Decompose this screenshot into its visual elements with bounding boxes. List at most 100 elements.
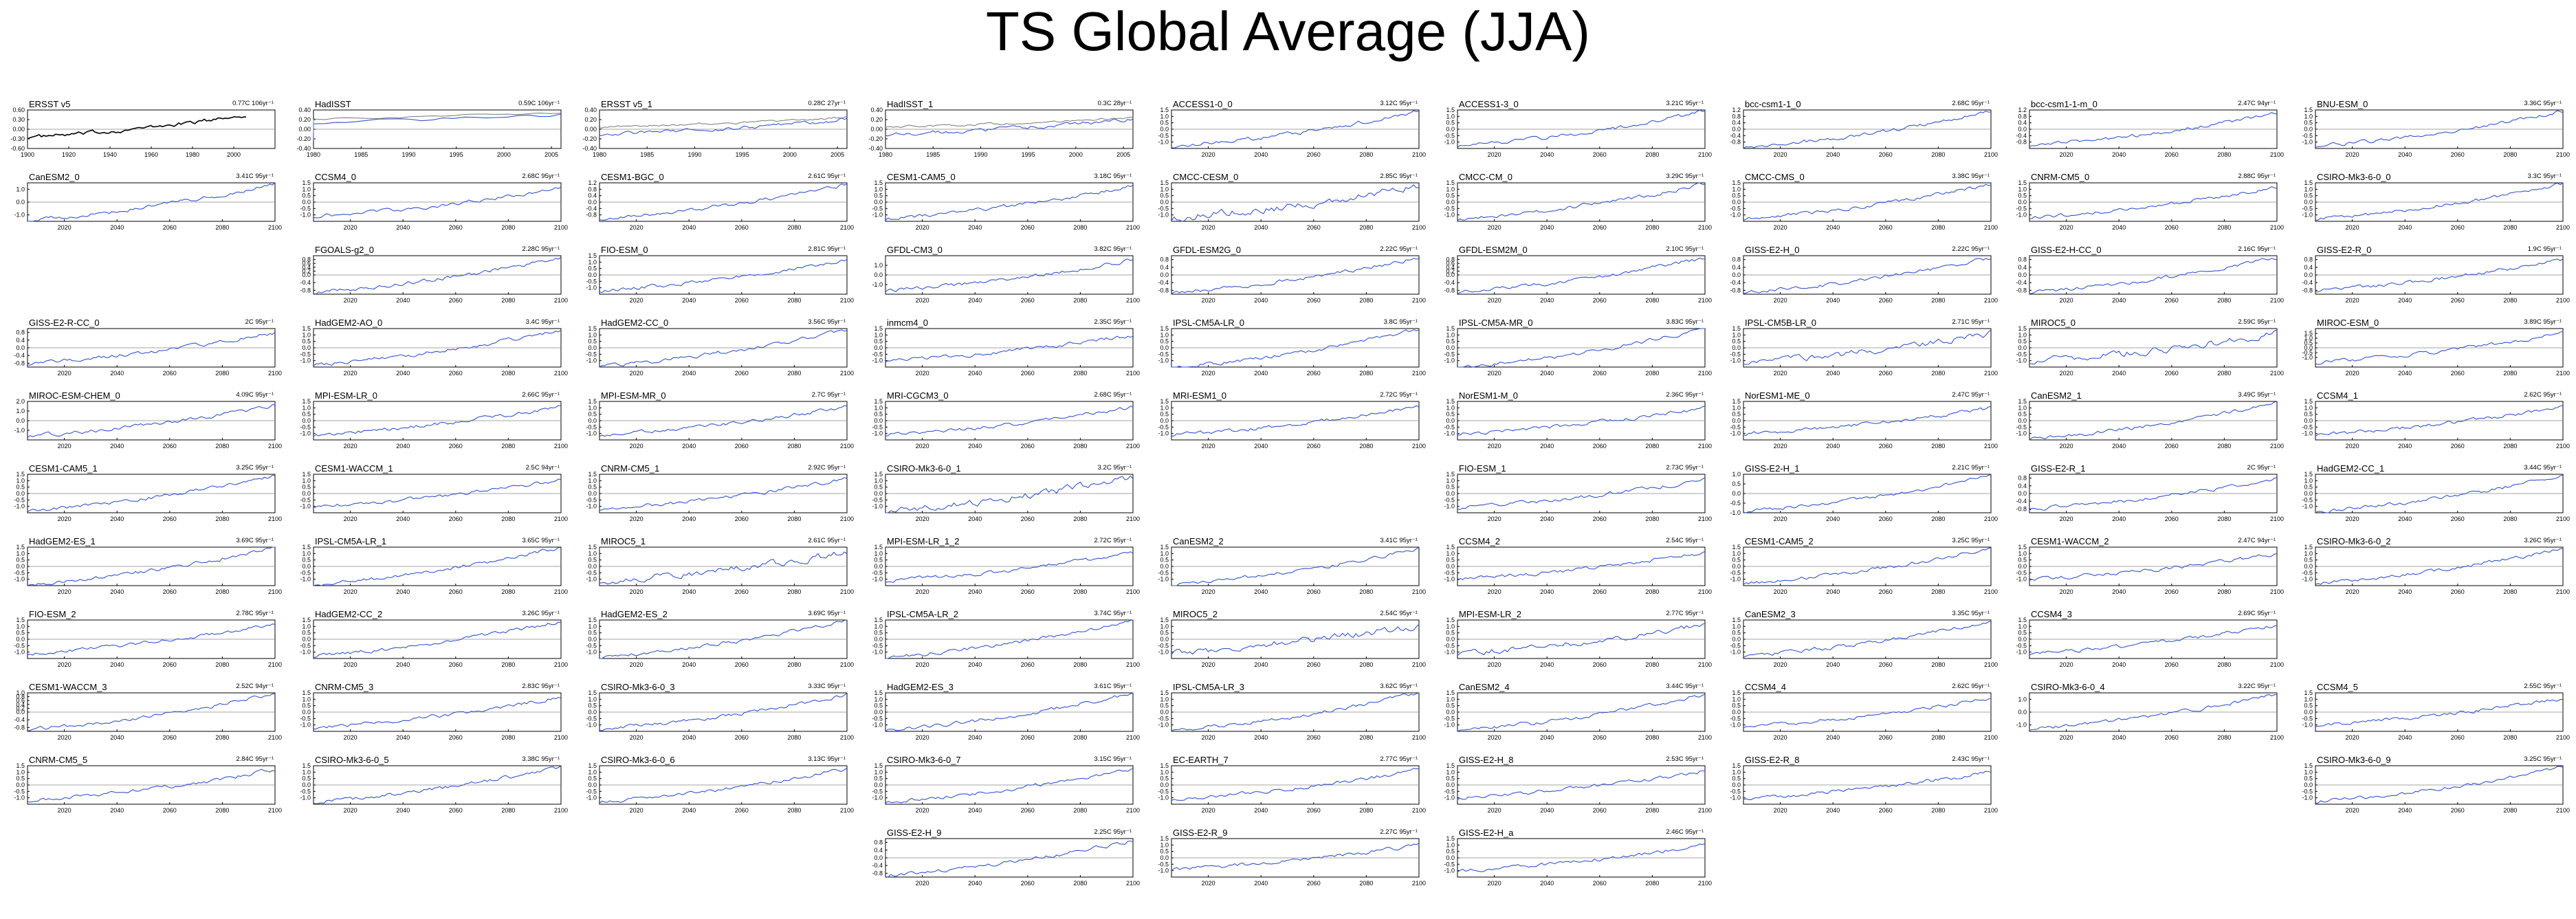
y-tick-label: -0.5 (2302, 715, 2313, 722)
x-tick-label: 2080 (215, 443, 229, 450)
x-tick-label: 2060 (449, 516, 463, 522)
y-tick-label: 0.0 (1446, 344, 1455, 351)
panel-plot: 1.51.00.50.0-0.5-1.0 2020 2040 2060 2080 2100 (1730, 398, 1998, 450)
x-tick-label: 2020 (1774, 516, 1787, 522)
y-tick-label: 1.5 (1732, 544, 1741, 551)
panel-title: ACCESS1-3_0 (1459, 99, 1519, 109)
series-line (27, 546, 275, 586)
y-tick-label: 1.0 (1160, 113, 1169, 120)
x-tick-label: 2060 (1879, 588, 1893, 595)
panel-trend-label: 3.56C 95yr⁻¹ (808, 318, 846, 326)
x-tick-label: 2080 (2503, 224, 2517, 231)
y-tick-label: 0.8 (302, 256, 311, 263)
y-tick-label: 0.4 (2018, 483, 2027, 489)
x-tick-label: 2020 (630, 588, 643, 595)
x-tick-label: 2080 (2503, 516, 2517, 522)
panel-trend-label: 2.25C 95yr⁻¹ (1094, 828, 1132, 836)
series-line (599, 329, 848, 368)
panel-title: CSIRO-Mk3-6-0_3 (601, 682, 675, 692)
panel-plot: 1.51.00.50.0-0.5-1.0 2020 2040 2060 2080 2100 (1444, 325, 1712, 377)
x-tick-label: 2080 (1073, 516, 1087, 522)
y-tick-label: 0.0 (1446, 782, 1455, 788)
y-tick-label: -0.5 (872, 205, 883, 212)
y-tick-label: -0.5 (1444, 132, 1455, 139)
x-tick-label: 2040 (1254, 734, 1268, 741)
x-tick-label: 2060 (449, 370, 463, 377)
y-tick-label: 0.0 (1446, 854, 1455, 861)
x-tick-label: 2020 (1774, 370, 1787, 377)
x-tick-label: 2040 (1254, 151, 1268, 158)
panel-title: MPI-ESM-LR_0 (315, 390, 378, 401)
y-tick-label: 1.5 (2304, 107, 2313, 113)
panel-trend-label: 3.38C 95yr⁻¹ (522, 755, 560, 763)
series-line (599, 117, 848, 136)
x-tick-label: 2020 (630, 661, 643, 668)
panel-title: CSIRO-Mk3-6-0_2 (2317, 536, 2391, 546)
panel-trend-label: 3.38C 95yr⁻¹ (1952, 173, 1990, 180)
y-tick-label: 0.0 (1732, 199, 1741, 206)
y-tick-label: 0.5 (1732, 192, 1741, 199)
y-tick-label: -0.5 (300, 642, 311, 649)
panel-title: CMCC-CM_0 (1459, 172, 1512, 182)
x-tick-label: 2040 (1254, 224, 1268, 231)
series-line (1171, 405, 1420, 437)
panel-plot: 1.51.00.50.0-0.5-1.0 2020 2040 2060 2080 2100 (2302, 471, 2570, 522)
y-tick-label: -1.0 (1730, 357, 1741, 364)
x-tick-label: 2005 (1116, 151, 1130, 158)
panel-plot: 0.80.40.0-0.4-0.8 2020 2040 2060 2080 2100 (1730, 255, 1998, 304)
x-tick-label: 2020 (1202, 734, 1215, 741)
panel-title: CanESM2_0 (29, 172, 80, 182)
x-tick-label: 2100 (1984, 151, 1998, 158)
y-tick-label: 0.5 (1732, 630, 1741, 636)
y-tick-label: 0.5 (588, 411, 597, 418)
y-tick-label: -0.5 (872, 715, 883, 722)
x-tick-label: 2020 (344, 807, 357, 814)
x-tick-label: 2100 (1412, 443, 1426, 450)
panel-trend-label: 2.62C 95yr⁻¹ (1952, 683, 1990, 690)
y-tick-label: 0.5 (1732, 702, 1741, 709)
x-tick-label: 2040 (396, 588, 410, 595)
y-tick-label: 0.0 (1446, 709, 1455, 716)
panel-ipsl-cm5b-lr-0: IPSL-CM5B-LR_0 2.71C 95yr⁻¹ 1.5 1.0 0.5 0.0 -0… (1719, 318, 1998, 379)
x-tick-label: 2040 (2112, 516, 2126, 522)
y-tick-label: -0.5 (2302, 788, 2313, 795)
x-tick-label: 2080 (1645, 807, 1659, 814)
y-tick-label: -0.5 (586, 351, 597, 357)
x-tick-label: 2020 (344, 224, 357, 231)
y-tick-label: 1.5 (1732, 398, 1741, 405)
y-tick-label: 0.2 (16, 705, 25, 711)
x-tick-label: 2020 (58, 370, 71, 377)
y-tick-label: 1.0 (1160, 186, 1169, 192)
y-tick-label: 0.0 (2304, 490, 2313, 497)
y-tick-label: -1.0 (1158, 722, 1169, 729)
x-tick-label: 2060 (735, 297, 749, 304)
x-tick-label: 2040 (110, 224, 124, 231)
x-tick-label: 2100 (1126, 661, 1140, 668)
y-tick-label: 0.0 (2304, 344, 2313, 351)
y-tick-label: 0.0 (588, 490, 597, 497)
y-tick-label: 0.0 (2304, 199, 2313, 206)
series-line (27, 403, 276, 439)
y-tick-label: 1.0 (588, 768, 597, 775)
series-line (599, 551, 848, 585)
x-tick-label: 2100 (554, 297, 568, 304)
y-tick-label: 1.0 (302, 623, 311, 630)
y-tick-label: 0.0 (588, 199, 597, 206)
x-tick-label: 2040 (396, 807, 410, 814)
panel-trend-label: 3.15C 95yr⁻¹ (1094, 755, 1132, 763)
x-tick-label: 2100 (1698, 516, 1712, 522)
x-tick-label: 2060 (1021, 370, 1035, 377)
x-tick-label: 2060 (1879, 516, 1893, 522)
y-tick-label: -1.0 (1444, 503, 1455, 510)
y-tick-label: 0.5 (2304, 775, 2313, 782)
y-tick-label: -1.0 (586, 430, 597, 437)
panel-trend-label: 2.54C 95yr⁻¹ (1666, 537, 1704, 544)
x-tick-label: 2060 (1307, 880, 1321, 887)
y-tick-label: 1.5 (302, 617, 311, 623)
panel-giss-e2-h-1: GISS-E2-H_1 2.21C 95yr⁻¹ 1.0 0.5 0.0 -0.5 -1.0… (1719, 463, 1998, 525)
panel-plot: 1.51.00.50.0-0.5-1.0 2020 2040 2060 2080 2100 (586, 398, 854, 450)
y-tick-label: 0.5 (874, 557, 883, 564)
x-tick-label: 2040 (396, 224, 410, 231)
panel-title: IPSL-CM5A-LR_2 (887, 609, 959, 619)
